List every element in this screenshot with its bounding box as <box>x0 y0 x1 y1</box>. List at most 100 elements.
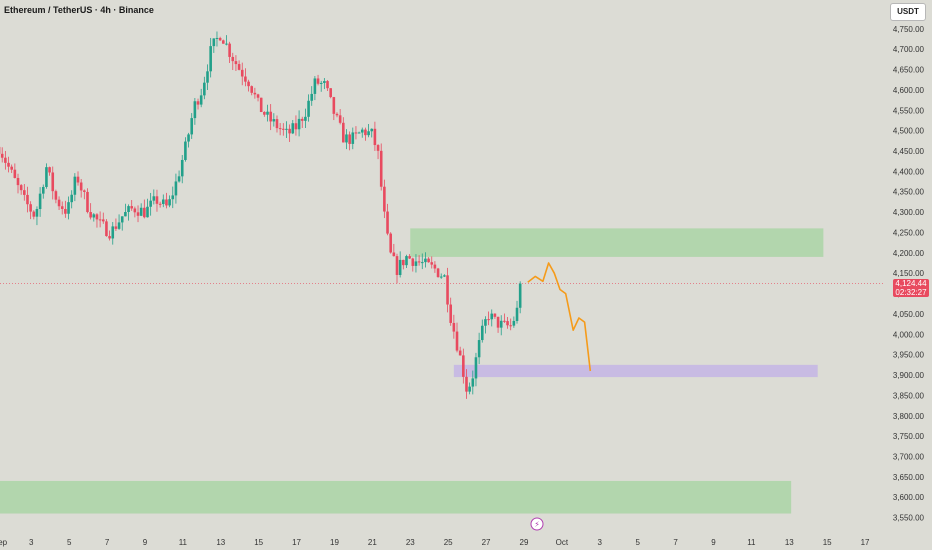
candle-body <box>57 199 61 207</box>
candle-body <box>180 159 184 177</box>
candle-body <box>506 321 509 326</box>
candle-body <box>468 386 471 392</box>
candle-body <box>108 236 111 239</box>
candle-body <box>187 134 190 142</box>
candle-body <box>471 378 475 387</box>
candle-body <box>45 167 48 187</box>
candle-body <box>338 115 342 123</box>
y-tick-label: 3,650.00 <box>893 473 925 482</box>
candle-body <box>379 150 383 187</box>
candle-body <box>427 258 430 263</box>
event-flash-icon <box>530 517 544 531</box>
x-tick-label: 23 <box>406 538 415 547</box>
projected-path <box>527 262 592 372</box>
y-tick-label: 3,950.00 <box>893 351 925 360</box>
candle-body <box>250 86 254 93</box>
x-tick-label: 17 <box>292 538 301 547</box>
candle-body <box>83 190 86 192</box>
candle-body <box>256 94 260 98</box>
candle-body <box>64 208 67 214</box>
candle-body <box>79 182 83 191</box>
symbol-title: Ethereum / TetherUS · 4h · Binance <box>4 5 154 15</box>
candle-body <box>389 233 392 253</box>
candle-body <box>278 128 282 130</box>
y-tick-label: 3,700.00 <box>893 452 925 461</box>
candle-body <box>335 113 339 116</box>
candle-body <box>392 252 396 257</box>
x-tick-label: 13 <box>785 538 794 547</box>
x-tick-label: 3 <box>29 538 34 547</box>
candle-body <box>373 128 377 146</box>
x-tick-label: 21 <box>368 538 377 547</box>
candle-body <box>117 222 121 229</box>
candle-body <box>269 111 272 122</box>
candle-body <box>263 112 266 115</box>
candle-body <box>234 61 238 65</box>
candle-body <box>174 181 178 196</box>
candle-body <box>364 129 367 136</box>
candle-body <box>329 88 332 98</box>
candle-body <box>294 123 298 130</box>
candle-body <box>332 97 336 114</box>
candle-body <box>10 166 13 170</box>
candle-body <box>446 275 449 305</box>
candle-body <box>133 208 137 213</box>
candle-body <box>190 118 194 135</box>
currency-button[interactable]: USDT <box>890 3 926 21</box>
candle-body <box>54 191 58 200</box>
x-tick-label: 29 <box>520 538 529 547</box>
candle-body <box>323 81 326 83</box>
candle-body <box>424 258 427 263</box>
candle-body <box>458 350 462 356</box>
candle-body <box>4 157 7 163</box>
candle-body <box>259 97 263 113</box>
candle-body <box>313 78 317 94</box>
candle-body <box>433 264 437 269</box>
candle-body <box>196 101 200 105</box>
candle-body <box>244 76 247 82</box>
candle-body <box>158 203 162 205</box>
y-tick-label: 3,850.00 <box>893 391 925 400</box>
candle-body <box>480 325 484 341</box>
candle-body <box>161 199 165 204</box>
candle-body <box>67 202 70 214</box>
candle-body <box>465 376 468 392</box>
candle-body <box>193 101 197 119</box>
candle-body <box>360 129 364 133</box>
candle-body <box>357 132 361 134</box>
candle-body <box>493 313 497 317</box>
x-tick-label: 7 <box>105 538 110 547</box>
candle-body <box>449 304 452 323</box>
candle-body <box>455 331 459 351</box>
x-tick-label: 25 <box>444 538 453 547</box>
candle-body <box>237 64 241 70</box>
x-tick-label: 5 <box>635 538 640 547</box>
x-tick-label: 13 <box>216 538 225 547</box>
candle-body <box>89 212 92 218</box>
y-tick-label: 3,550.00 <box>893 514 925 523</box>
candle-body <box>395 256 399 275</box>
y-tick-label: 4,050.00 <box>893 310 925 319</box>
candle-body <box>225 43 228 45</box>
candle-body <box>503 320 506 322</box>
candle-body <box>101 219 105 222</box>
candle-body <box>139 207 143 216</box>
candle-body <box>512 320 516 326</box>
candle-body <box>297 118 301 130</box>
y-tick-label: 3,600.00 <box>893 493 925 502</box>
candle-body <box>114 226 118 229</box>
candle-body <box>266 111 269 115</box>
candle-body <box>60 206 64 209</box>
candle-body <box>149 200 152 207</box>
candle-body <box>496 316 500 328</box>
candle-body <box>376 145 380 151</box>
candle-body <box>120 216 124 223</box>
x-tick-label: Sep <box>0 538 8 547</box>
candle-body <box>92 214 96 218</box>
candle-body <box>124 212 127 217</box>
candle-body <box>300 118 304 121</box>
candle-body <box>32 211 36 217</box>
candle-body <box>367 131 370 136</box>
candle-body <box>35 209 39 217</box>
